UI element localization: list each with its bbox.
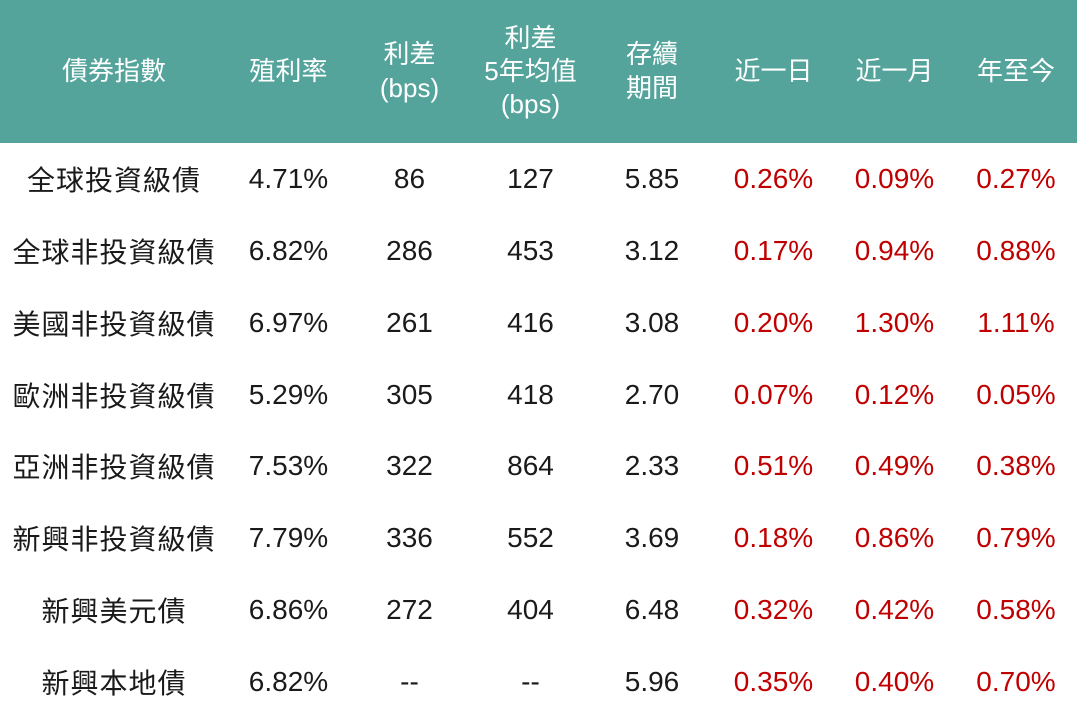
cell-yield: 6.97% xyxy=(228,286,349,359)
cell-return-1m: 0.09% xyxy=(834,143,955,215)
cell-spread-5y-avg-bps: 416 xyxy=(470,286,591,359)
cell-bond-index: 全球非投資級債 xyxy=(0,214,228,287)
cell-spread-bps: 305 xyxy=(349,358,470,431)
col-header-spread-5y-avg-bps: 利差 5年均值 (bps) xyxy=(470,0,591,143)
cell-return-ytd: 0.79% xyxy=(955,502,1077,575)
table-row: 全球非投資級債 6.82% 286 453 3.12 0.17% 0.94% 0… xyxy=(0,214,1077,287)
table-row: 全球投資級債 4.71% 86 127 5.85 0.26% 0.09% 0.2… xyxy=(0,143,1077,215)
cell-bond-index: 美國非投資級債 xyxy=(0,286,228,359)
cell-spread-bps: 286 xyxy=(349,214,470,287)
cell-spread-bps: 261 xyxy=(349,286,470,359)
cell-yield: 5.29% xyxy=(228,358,349,431)
cell-yield: 6.82% xyxy=(228,214,349,287)
cell-duration: 3.08 xyxy=(591,286,713,359)
col-header-return-1m: 近一月 xyxy=(834,0,955,143)
cell-bond-index: 亞洲非投資級債 xyxy=(0,430,228,503)
cell-return-1m: 0.86% xyxy=(834,502,955,575)
cell-spread-5y-avg-bps: -- xyxy=(470,646,591,718)
cell-duration: 5.85 xyxy=(591,143,713,215)
cell-return-ytd: 0.38% xyxy=(955,430,1077,503)
cell-return-ytd: 0.27% xyxy=(955,143,1077,215)
table-row: 新興美元債 6.86% 272 404 6.48 0.32% 0.42% 0.5… xyxy=(0,574,1077,647)
cell-yield: 6.82% xyxy=(228,646,349,718)
cell-bond-index: 新興本地債 xyxy=(0,646,228,718)
cell-return-1d: 0.32% xyxy=(713,574,834,647)
cell-duration: 6.48 xyxy=(591,574,713,647)
col-header-yield: 殖利率 xyxy=(228,0,349,143)
cell-spread-5y-avg-bps: 552 xyxy=(470,502,591,575)
cell-return-1d: 0.18% xyxy=(713,502,834,575)
col-header-duration: 存續 期間 xyxy=(591,0,713,143)
cell-return-ytd: 0.58% xyxy=(955,574,1077,647)
cell-bond-index: 全球投資級債 xyxy=(0,143,228,215)
cell-return-1d: 0.07% xyxy=(713,358,834,431)
cell-return-ytd: 0.05% xyxy=(955,358,1077,431)
cell-duration: 3.12 xyxy=(591,214,713,287)
cell-spread-bps: 86 xyxy=(349,143,470,215)
cell-return-1m: 0.42% xyxy=(834,574,955,647)
col-header-return-ytd: 年至今 xyxy=(955,0,1077,143)
col-header-bond-index: 債券指數 xyxy=(0,0,228,143)
cell-spread-bps: 322 xyxy=(349,430,470,503)
cell-return-1d: 0.51% xyxy=(713,430,834,503)
cell-spread-5y-avg-bps: 453 xyxy=(470,214,591,287)
cell-bond-index: 新興非投資級債 xyxy=(0,502,228,575)
cell-spread-5y-avg-bps: 864 xyxy=(470,430,591,503)
cell-return-1m: 0.49% xyxy=(834,430,955,503)
cell-return-1m: 1.30% xyxy=(834,286,955,359)
cell-yield: 7.53% xyxy=(228,430,349,503)
cell-spread-bps: 272 xyxy=(349,574,470,647)
cell-return-1m: 0.12% xyxy=(834,358,955,431)
cell-spread-5y-avg-bps: 404 xyxy=(470,574,591,647)
cell-duration: 2.70 xyxy=(591,358,713,431)
cell-return-1d: 0.17% xyxy=(713,214,834,287)
cell-yield: 6.86% xyxy=(228,574,349,647)
cell-bond-index: 歐洲非投資級債 xyxy=(0,358,228,431)
cell-spread-5y-avg-bps: 418 xyxy=(470,358,591,431)
cell-return-ytd: 0.70% xyxy=(955,646,1077,718)
cell-return-1m: 0.40% xyxy=(834,646,955,718)
cell-spread-5y-avg-bps: 127 xyxy=(470,143,591,215)
cell-bond-index: 新興美元債 xyxy=(0,574,228,647)
cell-yield: 7.79% xyxy=(228,502,349,575)
cell-return-1d: 0.35% xyxy=(713,646,834,718)
cell-return-ytd: 1.11% xyxy=(955,286,1077,359)
cell-spread-bps: -- xyxy=(349,646,470,718)
table-row: 美國非投資級債 6.97% 261 416 3.08 0.20% 1.30% 1… xyxy=(0,286,1077,359)
table-row: 亞洲非投資級債 7.53% 322 864 2.33 0.51% 0.49% 0… xyxy=(0,430,1077,503)
cell-duration: 2.33 xyxy=(591,430,713,503)
table-row: 新興非投資級債 7.79% 336 552 3.69 0.18% 0.86% 0… xyxy=(0,502,1077,575)
cell-yield: 4.71% xyxy=(228,143,349,215)
cell-spread-bps: 336 xyxy=(349,502,470,575)
cell-duration: 5.96 xyxy=(591,646,713,718)
header-row: 債券指數 殖利率 利差 (bps) 利差 5年均值 (bps) 存續 期間 近一… xyxy=(0,0,1077,143)
cell-duration: 3.69 xyxy=(591,502,713,575)
cell-return-ytd: 0.88% xyxy=(955,214,1077,287)
cell-return-1m: 0.94% xyxy=(834,214,955,287)
table-row: 歐洲非投資級債 5.29% 305 418 2.70 0.07% 0.12% 0… xyxy=(0,358,1077,431)
cell-return-1d: 0.20% xyxy=(713,286,834,359)
col-header-spread-bps: 利差 (bps) xyxy=(349,0,470,143)
cell-return-1d: 0.26% xyxy=(713,143,834,215)
table-row: 新興本地債 6.82% -- -- 5.96 0.35% 0.40% 0.70% xyxy=(0,646,1077,718)
col-header-return-1d: 近一日 xyxy=(713,0,834,143)
